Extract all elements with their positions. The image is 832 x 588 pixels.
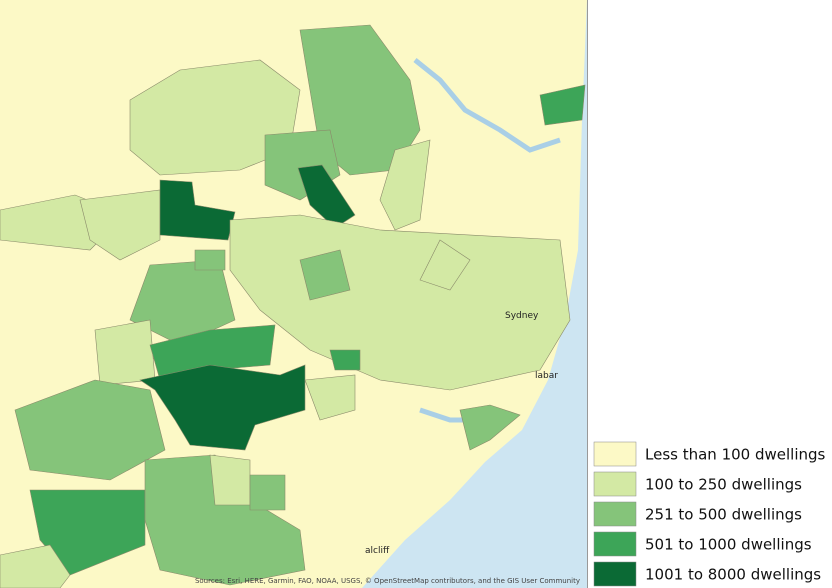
legend-swatch (593, 501, 637, 527)
legend-label: 1001 to 8000 dwellings (645, 566, 821, 584)
regions (0, 24, 586, 588)
legend-swatch (593, 561, 637, 587)
legend-swatch (593, 441, 637, 467)
legend-swatch (593, 531, 637, 557)
legend-label: 501 to 1000 dwellings (645, 536, 812, 554)
legend-swatch (593, 471, 637, 497)
attribution: Sources: Esri, HERE, Garmin, FAO, NOAA, … (195, 577, 580, 585)
map: Sydney labar alcliff Sources: Esri, HERE, … (0, 0, 587, 588)
legend-label: 251 to 500 dwellings (645, 506, 802, 524)
place-label: alcliff (365, 546, 390, 556)
ocean (362, 0, 587, 588)
legend-panel (588, 0, 832, 588)
legend: Less than 100 dwellings 100 to 250 dwelli… (593, 441, 826, 587)
place-label: labar (535, 371, 558, 381)
place-label: Sydney (505, 311, 539, 321)
legend-label: 100 to 250 dwellings (645, 476, 802, 494)
legend-label: Less than 100 dwellings (645, 446, 826, 464)
